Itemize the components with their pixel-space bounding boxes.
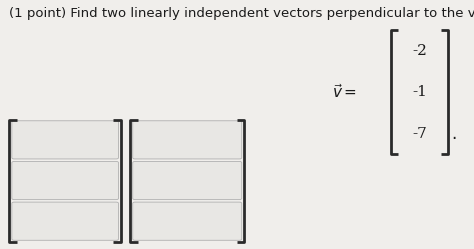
FancyBboxPatch shape <box>12 202 118 240</box>
Text: $\vec{v}=$: $\vec{v}=$ <box>332 83 357 101</box>
Text: (1 point) Find two linearly independent vectors perpendicular to the vector: (1 point) Find two linearly independent … <box>9 7 474 20</box>
Text: -2: -2 <box>412 44 427 58</box>
Text: -1: -1 <box>412 85 427 99</box>
FancyBboxPatch shape <box>12 161 118 200</box>
Text: -7: -7 <box>412 127 427 141</box>
FancyBboxPatch shape <box>133 202 242 240</box>
FancyBboxPatch shape <box>133 121 242 159</box>
Text: .: . <box>452 125 457 143</box>
FancyBboxPatch shape <box>12 121 118 159</box>
FancyBboxPatch shape <box>133 161 242 200</box>
